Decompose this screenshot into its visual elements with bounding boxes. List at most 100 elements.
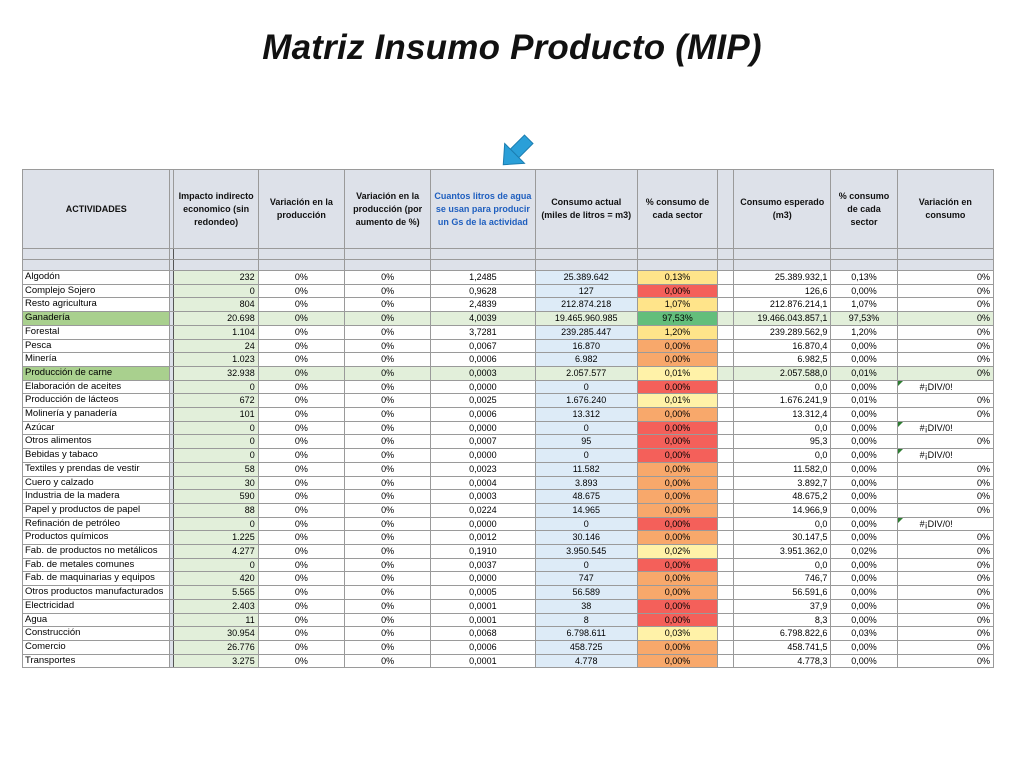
pct-consumo-cell: 0,00% [636,352,719,367]
variacion-consumo-cell: 0% [896,434,994,450]
impacto-cell: 0 [173,379,259,395]
variacion-consumo-cell: #¡DIV/0! [896,379,994,395]
variacion-porcentaje-cell: 0% [343,434,432,450]
activity-cell: Fab. de productos no metálicos [22,544,171,559]
pct-consumo-2-cell: 0,00% [830,557,898,573]
consumo-esperado-cell: 126,6 [733,283,832,299]
impacto-cell: 20.698 [173,311,259,326]
variacion-consumo-cell: 0% [896,612,994,628]
variacion-produccion-cell: 0% [257,544,345,559]
impacto-cell: 0 [173,448,259,463]
consumo-actual-cell: 95 [534,434,638,450]
pct-consumo-2-cell: 0,01% [830,365,898,381]
spacer-cell [717,475,735,491]
spacer-cell [717,297,735,313]
pct-consumo-cell: 0,01% [636,365,719,381]
pct-consumo-cell: 1,07% [636,297,719,313]
spacer-cell [717,461,735,477]
spacer-cell [717,283,735,299]
pct-consumo-cell: 0,02% [636,544,719,559]
activity-cell: Construcción [22,626,171,641]
table-row: Otros productos manufacturados 5.565 0% 0% 0… [22,585,994,600]
table-row: Refinación de petróleo 0 0% 0% 0,0000 0 0,00% 0… [22,516,994,532]
pct-consumo-cell: 0,00% [636,516,719,532]
impacto-cell: 58 [173,461,259,477]
pct-consumo-2-cell: 0,02% [830,544,898,559]
consumo-esperado-cell: 19.466.043.857,1 [733,311,832,326]
spacer-cell [717,393,735,409]
pct-consumo-2-cell: 0,00% [830,475,898,491]
litros-cell: 2,4839 [430,297,536,313]
impacto-cell: 4.277 [173,544,259,559]
variacion-produccion-cell: 0% [257,571,345,587]
variacion-consumo-cell: 0% [896,393,994,409]
header-variacion-consumo: Variación en consumo [896,169,994,249]
impacto-cell: 88 [173,502,259,518]
consumo-esperado-cell: 25.389.932,1 [733,270,832,285]
spacer-cell [717,324,735,340]
activity-cell: Otros productos manufacturados [22,585,171,600]
impacto-cell: 0 [173,434,259,450]
mip-table: ACTIVIDADES Impacto indirecto economico … [22,169,994,669]
pct-consumo-2-cell: 0,03% [830,626,898,641]
pct-consumo-2-cell: 0,00% [830,571,898,587]
activity-cell: Forestal [22,324,171,340]
consumo-actual-cell: 6.798.611 [534,626,638,641]
pct-consumo-2-cell: 0,00% [830,502,898,518]
variacion-porcentaje-cell: 0% [343,626,432,641]
litros-cell: 0,0003 [430,365,536,381]
variacion-consumo-cell: 0% [896,338,994,354]
variacion-consumo-cell: 0% [896,571,994,587]
activity-cell: Refinación de petróleo [22,516,171,532]
spacer-cell [717,434,735,450]
header-spacer [717,169,735,249]
consumo-actual-cell: 48.675 [534,489,638,504]
activity-cell: Complejo Sojero [22,283,171,299]
impacto-cell: 24 [173,338,259,354]
table-row: Producción de lácteos 672 0% 0% 0,0025 1.676.… [22,393,994,409]
consumo-actual-cell: 2.057.577 [534,365,638,381]
pct-consumo-2-cell: 0,00% [830,612,898,628]
variacion-porcentaje-cell: 0% [343,598,432,614]
activity-cell: Electricidad [22,598,171,614]
variacion-consumo-cell: #¡DIV/0! [896,420,994,436]
table-row: Fab. de metales comunes 0 0% 0% 0,0037 0 0,00%… [22,557,994,573]
variacion-produccion-cell: 0% [257,311,345,326]
variacion-consumo-cell: 0% [896,639,994,655]
variacion-consumo-cell: 0% [896,365,994,381]
variacion-consumo-cell: 0% [896,530,994,546]
pct-consumo-2-cell: 97,53% [830,311,898,326]
variacion-porcentaje-cell: 0% [343,516,432,532]
pct-consumo-2-cell: 0,13% [830,270,898,285]
litros-cell: 0,0000 [430,420,536,436]
impacto-cell: 420 [173,571,259,587]
activity-cell: Agua [22,612,171,628]
consumo-esperado-cell: 0,0 [733,420,832,436]
variacion-porcentaje-cell: 0% [343,283,432,299]
pct-consumo-cell: 0,00% [636,502,719,518]
variacion-consumo-cell: 0% [896,352,994,367]
litros-cell: 0,0224 [430,502,536,518]
variacion-produccion-cell: 0% [257,448,345,463]
litros-cell: 0,0067 [430,338,536,354]
variacion-porcentaje-cell: 0% [343,393,432,409]
activity-cell: Industria de la madera [22,489,171,504]
spacer-cell [717,530,735,546]
variacion-produccion-cell: 0% [257,420,345,436]
variacion-consumo-cell: 0% [896,283,994,299]
litros-cell: 0,0012 [430,530,536,546]
consumo-esperado-cell: 0,0 [733,379,832,395]
pct-consumo-cell: 0,00% [636,653,719,669]
activity-cell: Pesca [22,338,171,354]
pct-consumo-cell: 0,00% [636,598,719,614]
page-title: Matriz Insumo Producto (MIP) [262,28,762,67]
activity-cell: Bebidas y tabaco [22,448,171,463]
impacto-cell: 5.565 [173,585,259,600]
pct-consumo-2-cell: 0,00% [830,407,898,422]
consumo-actual-cell: 19.465.960.985 [534,311,638,326]
consumo-esperado-cell: 212.876.214,1 [733,297,832,313]
variacion-porcentaje-cell: 0% [343,585,432,600]
variacion-porcentaje-cell: 0% [343,530,432,546]
blank-row [22,248,994,260]
table-row: Elaboración de aceites 0 0% 0% 0,0000 0 0,00% 0… [22,379,994,395]
